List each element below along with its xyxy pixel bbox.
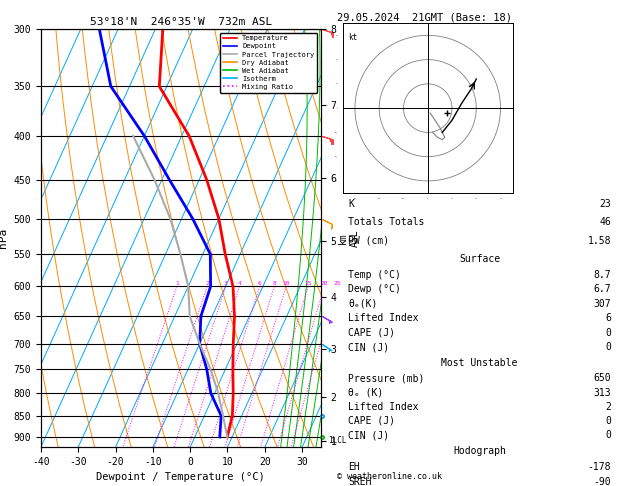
Title: 53°18'N  246°35'W  732m ASL: 53°18'N 246°35'W 732m ASL <box>90 17 272 27</box>
Text: θₑ (K): θₑ (K) <box>348 388 383 398</box>
Text: PW (cm): PW (cm) <box>348 236 389 246</box>
Text: 0: 0 <box>605 430 611 440</box>
Text: K: K <box>348 199 354 208</box>
Text: Temp (°C): Temp (°C) <box>348 270 401 279</box>
Text: 313: 313 <box>594 388 611 398</box>
Text: 1LCL: 1LCL <box>328 436 346 445</box>
Text: Lifted Index: Lifted Index <box>348 313 418 323</box>
Text: 8: 8 <box>272 281 276 286</box>
Text: kt: kt <box>348 33 357 42</box>
Text: 0: 0 <box>605 328 611 338</box>
Text: Hodograph: Hodograph <box>453 446 506 456</box>
Text: Pressure (mb): Pressure (mb) <box>348 373 425 383</box>
Text: CAPE (J): CAPE (J) <box>348 416 395 426</box>
Text: CIN (J): CIN (J) <box>348 343 389 352</box>
Text: 1: 1 <box>175 281 179 286</box>
Text: Dewp (°C): Dewp (°C) <box>348 284 401 294</box>
Text: 1.58: 1.58 <box>587 236 611 246</box>
Text: Lifted Index: Lifted Index <box>348 402 418 412</box>
Y-axis label: km
ASL: km ASL <box>338 229 359 247</box>
Text: CAPE (J): CAPE (J) <box>348 328 395 338</box>
Text: 650: 650 <box>594 373 611 383</box>
Text: 6.7: 6.7 <box>594 284 611 294</box>
Text: © weatheronline.co.uk: © weatheronline.co.uk <box>337 472 442 481</box>
Text: θₑ(K): θₑ(K) <box>348 299 377 309</box>
Text: -178: -178 <box>587 462 611 472</box>
Text: 23: 23 <box>599 199 611 208</box>
Text: CIN (J): CIN (J) <box>348 430 389 440</box>
Text: 10: 10 <box>282 281 290 286</box>
Text: 8.7: 8.7 <box>594 270 611 279</box>
Text: 2: 2 <box>605 402 611 412</box>
Text: 46: 46 <box>599 217 611 227</box>
X-axis label: Dewpoint / Temperature (°C): Dewpoint / Temperature (°C) <box>96 472 265 483</box>
Text: SREH: SREH <box>348 477 372 486</box>
Text: EH: EH <box>348 462 360 472</box>
Text: -90: -90 <box>594 477 611 486</box>
Text: 15: 15 <box>304 281 312 286</box>
Text: Surface: Surface <box>459 254 500 263</box>
Y-axis label: hPa: hPa <box>0 228 8 248</box>
Legend: Temperature, Dewpoint, Parcel Trajectory, Dry Adiabat, Wet Adiabat, Isotherm, Mi: Temperature, Dewpoint, Parcel Trajectory… <box>220 33 317 93</box>
Text: 6: 6 <box>258 281 262 286</box>
Text: 3: 3 <box>224 281 228 286</box>
Text: 29.05.2024  21GMT (Base: 18): 29.05.2024 21GMT (Base: 18) <box>337 12 511 22</box>
Text: 0: 0 <box>605 343 611 352</box>
Text: Most Unstable: Most Unstable <box>442 358 518 368</box>
Text: 307: 307 <box>594 299 611 309</box>
Text: 20: 20 <box>321 281 328 286</box>
Text: 0: 0 <box>605 416 611 426</box>
Text: 25: 25 <box>333 281 341 286</box>
Text: 2: 2 <box>205 281 209 286</box>
Text: Totals Totals: Totals Totals <box>348 217 425 227</box>
Text: 4: 4 <box>238 281 242 286</box>
Text: 6: 6 <box>605 313 611 323</box>
